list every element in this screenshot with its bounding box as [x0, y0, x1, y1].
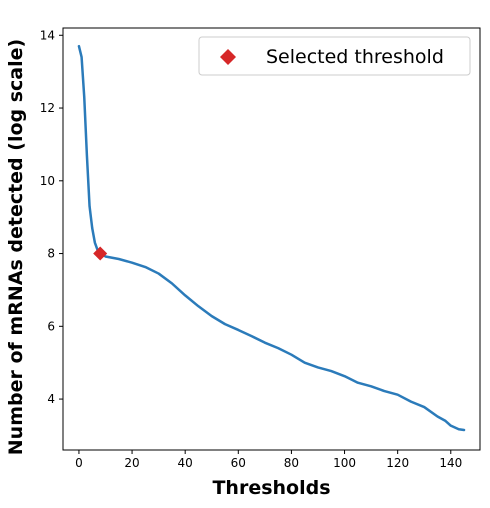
x-tick-label: 20	[124, 456, 139, 470]
legend-label: Selected threshold	[266, 46, 444, 68]
y-tick-label: 8	[47, 247, 55, 261]
x-axis-label: Thresholds	[212, 477, 330, 499]
legend-marker-diamond-icon	[220, 49, 236, 65]
x-tick-label: 80	[284, 456, 299, 470]
plot-area	[77, 44, 466, 432]
y-tick-label: 14	[40, 28, 55, 42]
x-tick-label: 100	[333, 456, 356, 470]
y-tick-label: 4	[47, 392, 55, 406]
x-tick-label: 0	[75, 456, 83, 470]
legend-box	[198, 36, 471, 76]
selected-threshold-marker	[93, 246, 108, 261]
x-tick-label: 40	[178, 456, 193, 470]
series-line	[77, 44, 466, 432]
y-tick-label: 6	[47, 319, 55, 333]
legend: Selected threshold	[198, 36, 471, 76]
y-tick-label: 10	[40, 174, 55, 188]
axes-frame	[62, 27, 481, 451]
x-tick-label: 60	[231, 456, 246, 470]
x-tick-label: 140	[439, 456, 462, 470]
axes: 0 20 40 60 80 100 120 140 4 6 8 10 12 14	[40, 27, 481, 470]
y-tick-label: 12	[40, 101, 55, 115]
x-tick-label: 120	[386, 456, 409, 470]
y-axis-label: Number of mRNAs detected (log scale)	[5, 39, 27, 455]
